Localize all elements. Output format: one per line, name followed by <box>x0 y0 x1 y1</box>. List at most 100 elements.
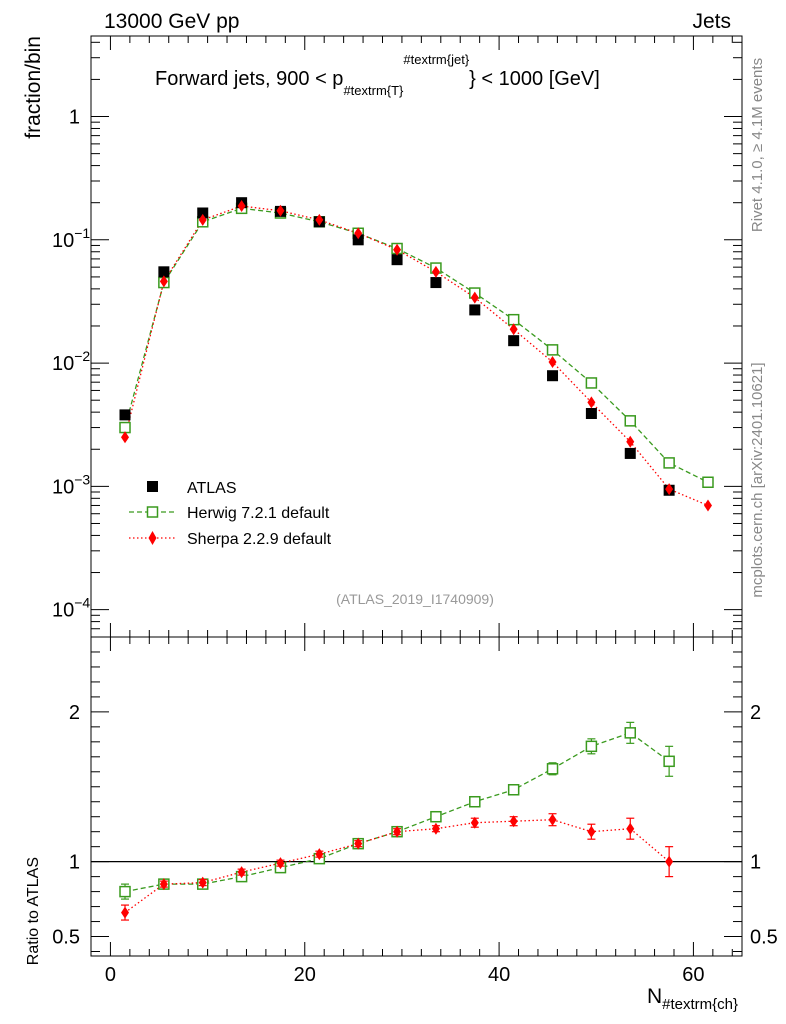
atlas-point <box>391 254 403 266</box>
sherpa-ratio-point <box>198 876 207 889</box>
sherpa-point <box>548 356 557 369</box>
x-tick-label: 20 <box>294 964 316 986</box>
sherpa-ratio-point <box>431 822 440 835</box>
analysis-id-label: (ATLAS_2019_I1740909) <box>336 591 494 607</box>
sherpa-point <box>393 243 402 256</box>
sherpa-point <box>587 396 596 409</box>
y-tick-label: 10−3 <box>52 471 90 498</box>
y-tick-label-exp: −4 <box>74 595 90 611</box>
ratio-y-tick-label-right: 1 <box>750 852 761 874</box>
sherpa-ratio-point <box>665 855 674 868</box>
sherpa-ratio-point <box>237 866 246 879</box>
sherpa-ratio-point <box>121 906 130 919</box>
legend-label-sherpa: Sherpa 2.2.9 default <box>187 531 332 548</box>
ratio-y-axis-label: Ratio to ATLAS <box>25 857 42 965</box>
sherpa-ratio-point <box>548 813 557 826</box>
ratio-y-tick-label-right: 0.5 <box>750 927 778 949</box>
sherpa-ratio-point <box>626 822 635 835</box>
ratio-y-tick-label-right: 2 <box>750 702 761 724</box>
sherpa-point <box>509 323 518 336</box>
x-axis-label-main: N <box>647 985 662 1008</box>
herwig-point <box>119 421 131 434</box>
y-tick-label-base: 10 <box>52 600 74 622</box>
sherpa-point <box>665 483 674 496</box>
sherpa-point <box>703 499 712 512</box>
sherpa-point <box>159 275 168 288</box>
herwig-ratio-point <box>430 810 442 823</box>
mcplots-label: mcplots.cern.ch [arXiv:2401.10621] <box>749 362 766 597</box>
herwig-point <box>663 457 675 469</box>
x-tick-label: 0 <box>105 964 116 986</box>
atlas-point <box>469 304 481 316</box>
atlas-point <box>430 277 442 289</box>
sherpa-point <box>276 204 285 217</box>
svg-text:Forward jets, 900 < p#textrm{T: Forward jets, 900 < p#textrm{T} #textrm{j… <box>155 52 600 98</box>
atlas-point <box>197 207 209 219</box>
chart-title: Forward jets, 900 < p#textrm{T} #textrm{j… <box>155 52 600 98</box>
title-prefix: Forward jets, 900 < p <box>155 68 343 90</box>
sherpa-ratio-point <box>315 848 324 861</box>
ratio-y-tick-label: 1 <box>69 852 80 874</box>
sherpa-ratio-point <box>470 816 479 829</box>
ratio-y-tick-label: 2 <box>69 702 80 724</box>
ratio-panel-frame <box>90 636 743 957</box>
atlas-point <box>585 408 597 420</box>
herwig-ratio-point <box>507 784 520 796</box>
atlas-point <box>624 447 636 459</box>
y-tick-label-exp: −2 <box>74 348 90 364</box>
x-tick-label: 60 <box>682 964 704 986</box>
sherpa-point <box>237 200 246 213</box>
atlas-point <box>352 234 364 246</box>
legend-marker-atlas <box>147 481 158 492</box>
herwig-ratio-point <box>546 763 559 775</box>
legend-label-herwig: Herwig 7.2.1 default <box>187 505 330 522</box>
y-tick-label: 10−4 <box>52 595 90 622</box>
ratio-panel-data <box>91 721 742 921</box>
header-category-label: Jets <box>692 10 731 33</box>
x-axis-label-sub: #textrm{ch} <box>662 996 738 1013</box>
title-subscript: #textrm{T} <box>343 83 404 98</box>
sherpa-point <box>431 265 440 278</box>
sherpa-point <box>626 435 635 448</box>
legend-marker-sherpa <box>148 531 157 545</box>
y-tick-label-base: 10 <box>52 230 74 252</box>
rivet-version-label: Rivet 4.1.0, ≥ 4.1M events <box>749 58 766 232</box>
herwig-point <box>624 415 637 427</box>
legend-marker-herwig <box>146 506 159 518</box>
y-tick-label-base: 10 <box>52 353 74 375</box>
herwig-ratio-point <box>624 727 637 739</box>
sherpa-point <box>121 431 130 444</box>
sherpa-ratio-point <box>393 825 402 838</box>
sherpa-ratio-point <box>276 857 285 870</box>
atlas-point <box>119 409 131 421</box>
y-tick-label: 10−1 <box>52 225 90 252</box>
main-y-axis-label: fraction/bin <box>22 36 45 139</box>
y-tick-label-exp: −1 <box>74 225 90 241</box>
header-collision-label: 13000 GeV pp <box>104 10 239 33</box>
y-tick-label: 1 <box>69 107 80 129</box>
legend: ATLAS Herwig 7.2.1 default Sherpa 2.2.9 … <box>129 480 332 548</box>
y-tick-label-exp: −3 <box>74 471 90 487</box>
sherpa-ratio-point <box>509 815 518 828</box>
sherpa-ratio-point <box>159 878 168 891</box>
sherpa-point <box>315 213 324 226</box>
sherpa-point <box>470 291 479 304</box>
x-tick-label: 40 <box>488 964 510 986</box>
atlas-point <box>158 266 170 278</box>
main-panel-data <box>119 197 714 512</box>
legend-label-atlas: ATLAS <box>187 480 237 497</box>
sherpa-point <box>198 213 207 226</box>
y-tick-label: 10−2 <box>52 348 90 375</box>
atlas-point <box>508 335 520 347</box>
herwig-point <box>507 313 520 326</box>
herwig-ratio-point <box>119 885 131 898</box>
herwig-ratio-point <box>469 795 481 808</box>
herwig-ratio-point <box>663 755 675 768</box>
herwig-point <box>585 377 598 389</box>
herwig-line <box>124 207 709 483</box>
sherpa-line <box>124 205 709 507</box>
herwig-point <box>702 476 714 488</box>
herwig-ratio-line <box>124 732 670 893</box>
herwig-point <box>546 344 559 356</box>
